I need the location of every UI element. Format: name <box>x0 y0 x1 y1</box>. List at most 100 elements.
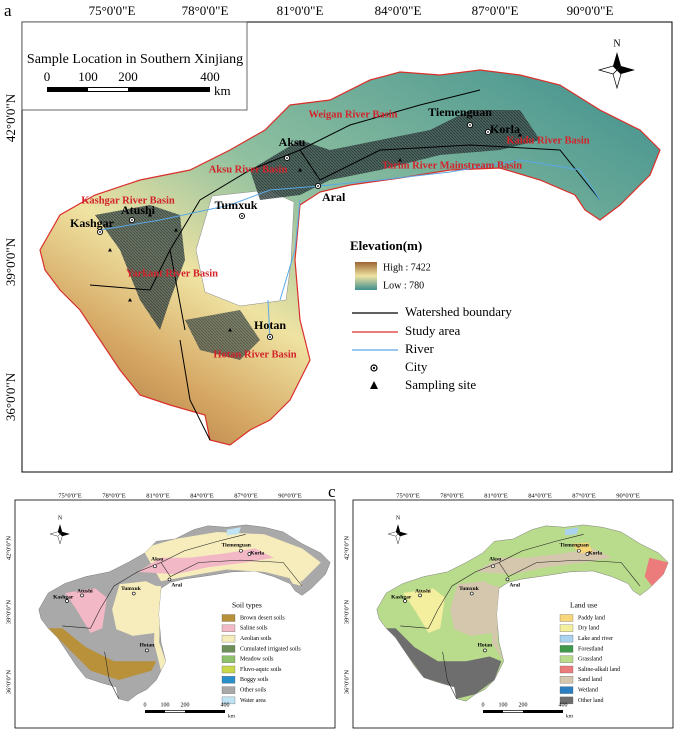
city-marker <box>403 599 407 603</box>
longitude-label: 78°0'0"E <box>102 492 125 499</box>
legend-label: Study area <box>405 323 460 338</box>
north-arrow-part <box>395 524 401 534</box>
north-arrow-part <box>613 52 621 70</box>
legend-label: Dry land <box>578 626 599 632</box>
legend-label: Forestland <box>578 646 603 652</box>
city-marker <box>80 593 84 598</box>
river <box>99 159 601 341</box>
legend-label: Grassland <box>578 657 602 663</box>
latitude-label: 39°0'0"N <box>3 237 18 286</box>
city-label: Atushi <box>77 588 93 594</box>
legend-title: Elevation(m) <box>350 238 422 253</box>
legend-swatch <box>559 696 574 705</box>
panel: c 75°0'0"E 78°0'0"E 81°0'0"E 84°0'0"E 87°0'0"… <box>328 482 674 729</box>
city-marker-dot <box>99 231 101 233</box>
scale-label: 100 <box>78 69 98 84</box>
latitude-label: 36°0'0"N <box>343 670 350 694</box>
city-label: Korla <box>588 550 602 556</box>
longitude-label: 75°0'0"E <box>89 3 136 18</box>
scale-unit: km <box>566 713 574 719</box>
basin-label: Yarkant River Basin <box>126 268 218 279</box>
legend-label: Sampling site <box>405 377 476 392</box>
basin-label: Weigan River Basin <box>308 109 397 120</box>
basin-label: Aksu River Basin <box>209 164 288 175</box>
scale-label: 200 <box>118 69 138 84</box>
longitude-label: 84°0'0"E <box>190 492 213 499</box>
city-marker <box>469 591 474 596</box>
sampling-site <box>174 228 178 232</box>
legend-label: Saline-alkali land <box>578 667 620 673</box>
legend-swatch <box>221 686 236 694</box>
longitude-label: 87°0'0"E <box>234 492 257 499</box>
watershed-boundary <box>400 534 641 699</box>
north-arrow-part <box>617 66 635 74</box>
city-label: Korla <box>250 550 264 556</box>
sampling-site <box>228 328 232 332</box>
scale-label: 400 <box>200 69 220 84</box>
legend-label: Cumulated irrigated soils <box>240 646 301 652</box>
basin-label: Hotan River Basin <box>213 349 296 360</box>
legend-swatch <box>221 634 236 643</box>
city-label: Tumxuk <box>215 198 258 212</box>
legend-label: Other soils <box>240 687 267 693</box>
city-label: Hotan <box>254 318 286 332</box>
sampling-site <box>108 248 112 252</box>
legend-label: Wetland <box>578 687 598 693</box>
legend-swatch <box>221 645 236 653</box>
city-marker <box>505 577 510 582</box>
panel: b75°0'0"E78°0'0"E81°0'0"E84°0'0"E87°0'0"… <box>5 492 336 729</box>
scale-label: 200 <box>519 702 528 708</box>
cover-patch <box>403 588 445 633</box>
longitude-label: 78°0'0"E <box>182 3 229 18</box>
study-area-map <box>39 69 661 446</box>
inset-title: Sample Location in Southern Xinjiang <box>27 52 243 67</box>
city-label: Aral <box>322 190 346 204</box>
study-area-map <box>376 524 669 702</box>
legend-swatch <box>221 655 236 663</box>
north-label: N <box>58 515 63 521</box>
city-marker-dot <box>131 219 133 221</box>
city-label: Tiemenguan <box>560 542 589 548</box>
legend-swatch <box>559 614 574 622</box>
legend-label: City <box>405 359 428 374</box>
legend-swatch <box>221 696 236 705</box>
city-marker <box>167 577 172 582</box>
city-marker <box>491 564 495 569</box>
scale-label: 200 <box>181 702 190 708</box>
legend-label: Brown desert soils <box>240 615 285 621</box>
city-marker <box>577 548 581 553</box>
legend-title: Land use <box>570 601 598 610</box>
city-marker <box>585 552 590 556</box>
longitude-label: 87°0'0"E <box>472 3 519 18</box>
north-arrow <box>49 524 70 545</box>
legend-sampling-site <box>370 381 378 389</box>
legend-high: High : 7422 <box>383 262 431 273</box>
latitude-label: 39°0'0"N <box>343 600 350 624</box>
inset-box <box>21 21 248 111</box>
scale-bar <box>165 710 185 713</box>
city-label: Tumxuk <box>459 586 480 592</box>
city-label: Aksu <box>279 135 306 149</box>
elevation-ramp <box>355 262 377 290</box>
legend-label: Saline soils <box>240 626 268 632</box>
longitude-label: 81°0'0"E <box>277 3 324 18</box>
scale-label: 100 <box>161 702 170 708</box>
scale-bar <box>47 87 210 92</box>
cover-patch <box>450 581 497 636</box>
scale-unit: km <box>228 713 236 719</box>
latitude-label: 42°0'0"N <box>3 93 18 142</box>
scale-bar <box>88 88 128 91</box>
cover-patches <box>386 527 669 699</box>
city-marker <box>418 593 422 598</box>
city-marker-dot <box>241 215 243 217</box>
scale-label: 100 <box>499 702 508 708</box>
legend-label: Watershed boundary <box>405 304 512 319</box>
city-marker <box>483 648 487 653</box>
oasis <box>95 205 185 330</box>
city-label: Tumxuk <box>121 586 142 592</box>
city-label: Tiemenguan <box>222 542 251 548</box>
cover-patch <box>226 527 241 536</box>
sampling-site <box>128 298 132 302</box>
basin-label: Kaidu River Basin <box>506 135 589 146</box>
